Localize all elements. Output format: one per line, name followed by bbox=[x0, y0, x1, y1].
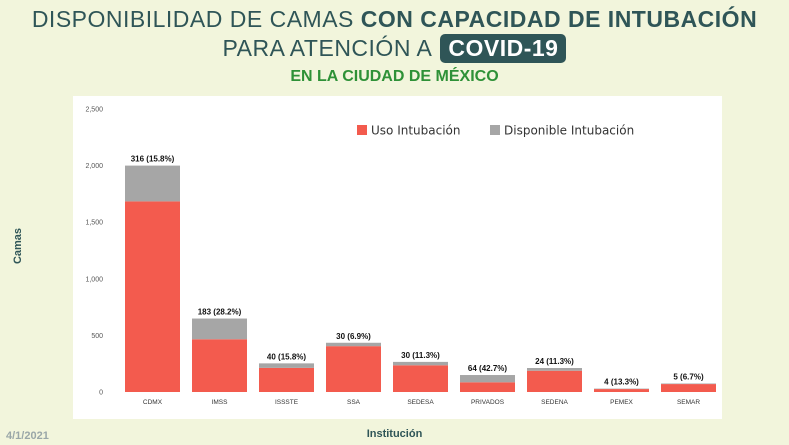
legend-swatch-disponible bbox=[490, 125, 500, 135]
bar-uso-ssa bbox=[326, 346, 381, 392]
bar-disponible-ssa bbox=[326, 342, 381, 347]
date-stamp: 4/1/2021 bbox=[6, 430, 49, 442]
title-line-1: DISPONIBILIDAD DE CAMAS CON CAPACIDAD DE… bbox=[0, 6, 789, 33]
title-bold: CON CAPACIDAD DE INTUBACIÓN bbox=[360, 6, 758, 32]
x-axis-label: Institución bbox=[366, 428, 423, 440]
x-tick-label: CDMX bbox=[143, 399, 163, 406]
y-tick-label: 500 bbox=[91, 333, 103, 340]
bar-disponible-privados bbox=[460, 375, 515, 383]
data-label: 24 (11.3%) bbox=[535, 357, 574, 366]
data-label: 5 (6.7%) bbox=[673, 373, 704, 382]
data-label: 183 (28.2%) bbox=[198, 308, 242, 317]
bar-disponible-sedena bbox=[527, 368, 582, 371]
y-tick-label: 2,500 bbox=[85, 107, 103, 114]
y-tick-label: 0 bbox=[99, 390, 103, 397]
legend-label-uso: Uso Intubación bbox=[371, 124, 461, 138]
subtitle: EN LA CIUDAD DE MÉXICO bbox=[290, 68, 499, 85]
bar-disponible-cdmx bbox=[125, 165, 180, 202]
data-label: 64 (42.7%) bbox=[468, 364, 507, 373]
legend-label-disponible: Disponible Intubación bbox=[504, 124, 634, 138]
title-normal: DISPONIBILIDAD DE CAMAS bbox=[31, 6, 354, 32]
bar-disponible-semar bbox=[661, 383, 716, 385]
y-tick-label: 1,000 bbox=[85, 276, 103, 283]
bar-uso-issste bbox=[259, 367, 314, 392]
title-line-2: PARA ATENCIÓN A COVID-19 bbox=[0, 34, 789, 63]
x-tick-label: ISSSTE bbox=[275, 399, 299, 406]
x-tick-label: PRIVADOS bbox=[471, 399, 505, 406]
x-tick-label: SSA bbox=[347, 399, 361, 406]
y-tick-label: 1,500 bbox=[85, 220, 103, 227]
bar-disponible-imss bbox=[192, 318, 247, 340]
bar-chart: 0 500 1,000 1,500 2,000 2,500 CDMX IMSS ISSSTE S… bbox=[73, 96, 722, 419]
data-label: 40 (15.8%) bbox=[267, 352, 306, 361]
bar-uso-cdmx bbox=[125, 201, 180, 392]
data-label: 4 (13.3%) bbox=[604, 378, 639, 387]
legend-swatch-uso bbox=[357, 125, 367, 135]
x-tick-label: SEMAR bbox=[677, 399, 700, 406]
bar-uso-semar bbox=[661, 384, 716, 392]
covid-badge: COVID-19 bbox=[440, 34, 567, 63]
data-label: 30 (11.3%) bbox=[401, 351, 440, 360]
x-tick-label: SEDESA bbox=[407, 399, 434, 406]
bar-uso-imss bbox=[192, 339, 247, 392]
y-tick-label: 2,000 bbox=[85, 163, 103, 170]
x-tick-label: PEMEX bbox=[610, 399, 633, 406]
bar-uso-sedesa bbox=[393, 365, 448, 392]
data-label: 316 (15.8%) bbox=[131, 155, 175, 164]
data-label: 30 (6.9%) bbox=[336, 332, 371, 341]
x-tick-label: IMSS bbox=[212, 399, 229, 406]
title-line-2-text: PARA ATENCIÓN A bbox=[222, 35, 433, 61]
bar-uso-pemex bbox=[594, 389, 649, 392]
bar-uso-sedena bbox=[527, 370, 582, 392]
y-axis-label: Camas bbox=[12, 227, 24, 265]
bar-disponible-issste bbox=[259, 363, 314, 368]
bar-uso-privados bbox=[460, 382, 515, 392]
bar-disponible-sedesa bbox=[393, 361, 448, 366]
x-tick-label: SEDENA bbox=[541, 399, 568, 406]
